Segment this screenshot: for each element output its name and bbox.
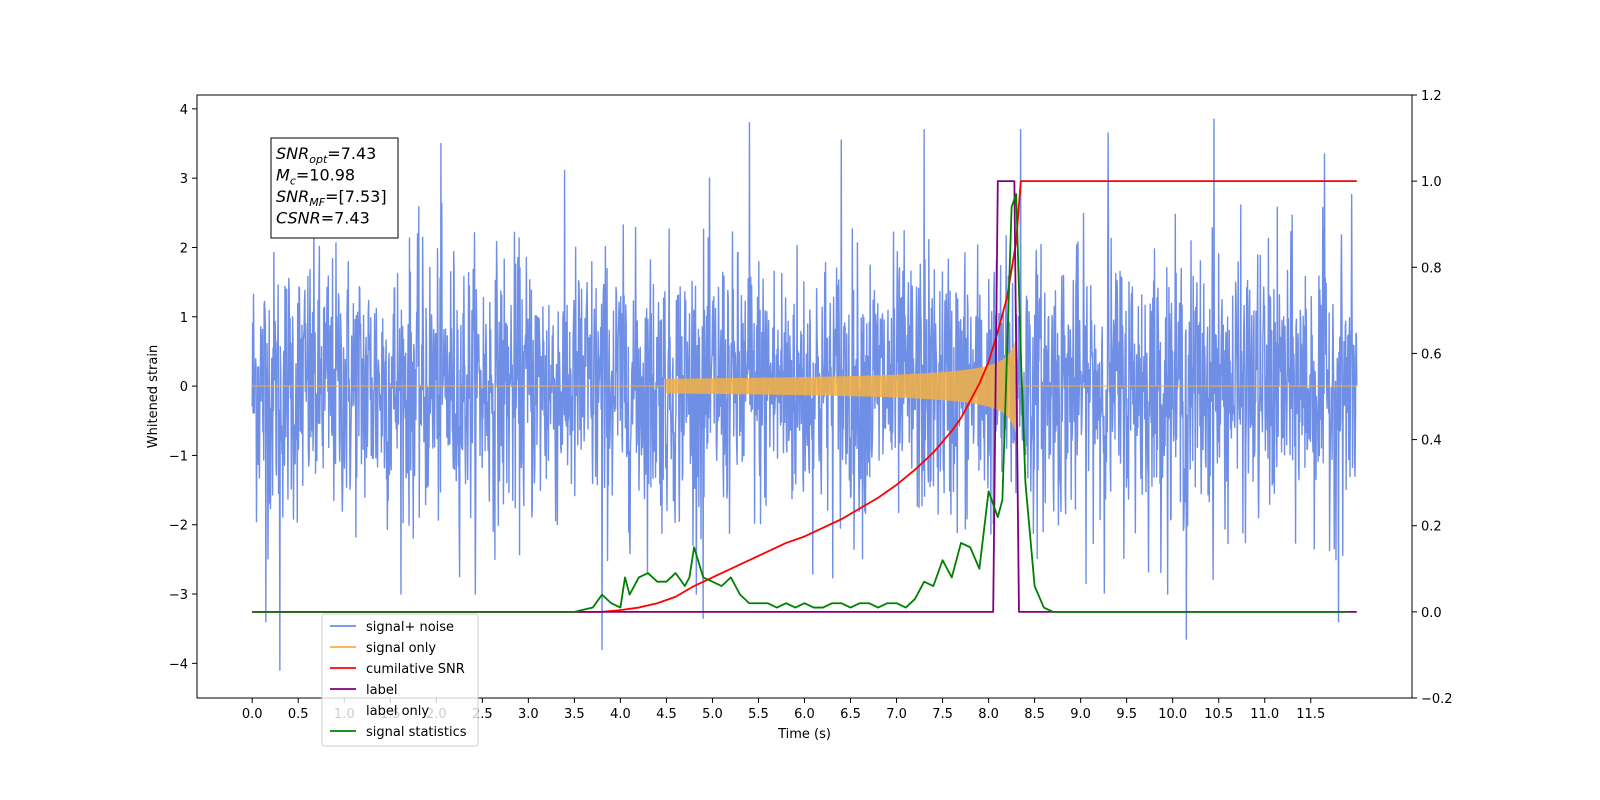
y2-tick-label-2: 0.8 xyxy=(1421,261,1442,276)
y2-tick-label-0: 1.2 xyxy=(1421,89,1442,104)
stats-line-0: SNRopt=7.43 xyxy=(276,144,376,166)
x-tick-label-19: 9.5 xyxy=(1116,707,1137,722)
x-tick-label-16: 8.0 xyxy=(978,707,999,722)
legend-entry-1: signal only xyxy=(366,641,436,656)
y2-tick-label-4: 0.4 xyxy=(1421,434,1442,449)
x-tick-label-1: 0.5 xyxy=(288,707,309,722)
y2-axis-ticks: 1.2 1.0 0.8 0.6 0.4 0.2 0.0 −0.2 xyxy=(1412,89,1453,707)
x-tick-label-10: 5.0 xyxy=(702,707,723,722)
y-axis-ticks: 4 3 2 1 0 −1 −2 −3 −4 xyxy=(169,103,197,672)
legend-entry-4: label only xyxy=(366,704,429,719)
x-tick-label-18: 9.0 xyxy=(1070,707,1091,722)
legend: signal+ noise signal only cumilative SNR la… xyxy=(321,613,479,747)
y-tick-label-7: −3 xyxy=(169,588,188,603)
stats-box-frame xyxy=(270,137,399,239)
legend-entry-2: cumilative SNR xyxy=(366,662,465,677)
stats-line-2: SNRMF=[7.53] xyxy=(276,187,387,209)
x-tick-label-21: 10.5 xyxy=(1204,707,1233,722)
y-tick-label-0: 4 xyxy=(180,103,188,118)
y2-tick-label-3: 0.6 xyxy=(1421,347,1442,362)
series-line-1 xyxy=(252,338,1357,433)
stats-line-1: Mc=10.98 xyxy=(276,166,355,188)
y-tick-label-3: 1 xyxy=(180,311,188,326)
legend-entry-3: label xyxy=(366,683,397,698)
y-tick-label-8: −4 xyxy=(169,657,188,672)
y2-tick-label-5: 0.2 xyxy=(1421,520,1442,535)
x-tick-label-9: 4.5 xyxy=(656,707,677,722)
series-line-0 xyxy=(251,118,1358,671)
x-axis-label: Time (s) xyxy=(777,727,831,742)
y-tick-label-6: −2 xyxy=(169,519,188,534)
legend-entry-0: signal+ noise xyxy=(366,620,454,635)
x-tick-label-12: 6.0 xyxy=(794,707,815,722)
x-tick-label-13: 6.5 xyxy=(840,707,861,722)
y-tick-label-4: 0 xyxy=(180,380,188,395)
x-tick-label-15: 7.5 xyxy=(932,707,953,722)
x-tick-label-20: 10.0 xyxy=(1158,707,1187,722)
y2-tick-label-7: −0.2 xyxy=(1421,692,1453,707)
x-tick-label-14: 7.0 xyxy=(886,707,907,722)
x-tick-label-6: 3.0 xyxy=(518,707,539,722)
legend-frame xyxy=(321,613,479,747)
x-tick-label-11: 5.5 xyxy=(748,707,769,722)
stats-line-3: CSNR=7.43 xyxy=(276,209,370,228)
y2-tick-label-1: 1.0 xyxy=(1421,175,1442,190)
legend-entry-5: signal statistics xyxy=(366,725,467,740)
x-tick-label-7: 3.5 xyxy=(564,707,585,722)
x-tick-label-0: 0.0 xyxy=(242,707,263,722)
x-tick-label-8: 4.0 xyxy=(610,707,631,722)
x-tick-label-17: 8.5 xyxy=(1024,707,1045,722)
x-tick-label-22: 11.0 xyxy=(1250,707,1279,722)
x-tick-label-23: 11.5 xyxy=(1296,707,1325,722)
y-axis-label: Whitened strain xyxy=(146,345,161,448)
y2-tick-label-6: 0.0 xyxy=(1421,606,1442,621)
y-tick-label-5: −1 xyxy=(169,449,188,464)
y-tick-label-1: 3 xyxy=(180,172,188,187)
plot-series xyxy=(251,118,1358,671)
series-line-5 xyxy=(252,193,1348,613)
y-tick-label-2: 2 xyxy=(180,241,188,256)
